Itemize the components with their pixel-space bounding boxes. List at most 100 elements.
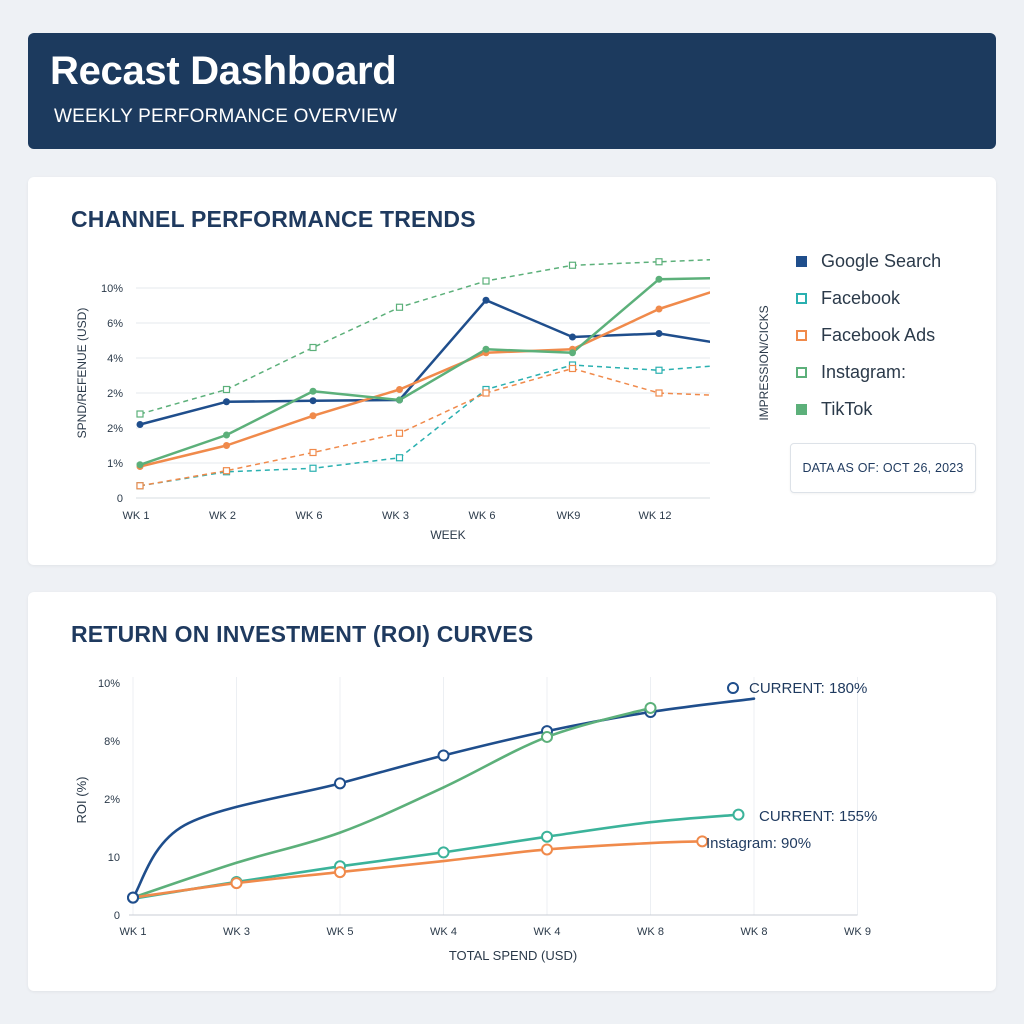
- x-tick-label: WK 6: [469, 510, 496, 522]
- data-point-tiktok-impressions: [482, 277, 490, 285]
- x-tick-label: WK 3: [382, 510, 409, 522]
- roi-point-facebook: [732, 808, 745, 821]
- roi-point-tiktok: [644, 701, 657, 714]
- roi-label-instagram: Instagram: 90%: [706, 835, 811, 852]
- data-point-tiktok: [482, 345, 490, 353]
- data-point-google-search: [655, 330, 663, 337]
- chart-legend: Google Search Facebook Facebook Ads Inst…: [796, 243, 941, 428]
- y2-axis-label: IMPRESSION/CICKS: [757, 305, 771, 420]
- legend-label: TikTok: [821, 399, 873, 419]
- data-point-facebook: [309, 464, 317, 472]
- roi-point-google-search: [334, 777, 346, 790]
- data-point-instagram: [568, 364, 577, 373]
- x-tick-label: WK 3: [223, 926, 250, 938]
- data-point-facebook: [655, 366, 663, 374]
- data-point-facebook-ads: [223, 442, 230, 449]
- data-point-instagram: [482, 389, 490, 397]
- x-tick-label: WK 8: [741, 926, 768, 938]
- data-point-tiktok: [396, 396, 403, 404]
- y-tick-label: 0: [114, 910, 120, 922]
- data-point-facebook: [395, 454, 404, 462]
- roi-curve-tiktok: [131, 706, 652, 899]
- roi-point-instagram: [696, 835, 709, 848]
- data-point-tiktok-impressions: [136, 410, 144, 418]
- data-point-google-search: [223, 398, 230, 406]
- y-tick-label: 2%: [107, 423, 123, 435]
- roi-point-instagram: [334, 866, 346, 879]
- x-axis-label: TOTAL SPEND (USD): [449, 948, 577, 963]
- current-marker-icon: [727, 682, 739, 694]
- roi-point-instagram: [230, 877, 243, 890]
- data-point-tiktok-impressions: [395, 303, 404, 311]
- y-tick-label: 1%: [107, 458, 123, 470]
- y-tick-label: 10: [108, 852, 120, 864]
- legend-label: Facebook Ads: [821, 325, 936, 345]
- y-axis-label: SPND/REFENUE (USD): [75, 308, 89, 439]
- x-tick-label: WK 9: [844, 926, 871, 938]
- data-point-instagram: [655, 389, 663, 397]
- y-tick-label: 0: [117, 493, 123, 505]
- legend-item-facebook[interactable]: Facebook: [796, 280, 941, 317]
- series-line-facebook-ads: [139, 291, 710, 468]
- data-point-tiktok: [223, 431, 230, 439]
- legend-swatch-facebook-ads: [796, 330, 807, 341]
- data-point-facebook-ads: [309, 412, 317, 420]
- x-axis-label: WEEK: [430, 528, 465, 542]
- data-point-google-search: [136, 421, 144, 428]
- roi-point-google-search: [437, 749, 450, 762]
- roi-point-tiktok: [541, 730, 553, 743]
- data-point-google-search: [482, 296, 490, 304]
- roi-label-facebook: CURRENT: 155%: [759, 808, 877, 825]
- roi-point-facebook: [541, 830, 553, 843]
- x-tick-label: WK 2: [209, 510, 236, 522]
- x-tick-label: WK 6: [296, 510, 323, 522]
- data-point-tiktok-impressions: [655, 258, 663, 266]
- roi-curves-title: RETURN ON INVESTMENT (ROI) CURVES: [71, 621, 534, 647]
- data-point-google-search: [569, 333, 576, 341]
- x-tick-label: WK9: [557, 510, 581, 522]
- legend-label: Instagram:: [821, 362, 907, 382]
- data-point-tiktok: [309, 387, 317, 395]
- roi-point-facebook: [437, 846, 450, 859]
- legend-item-tiktok[interactable]: TikTok: [796, 391, 941, 428]
- roi-start-point: [127, 891, 139, 904]
- legend-label: Google Search: [821, 251, 942, 271]
- data-point-facebook-ads: [655, 305, 663, 313]
- dashboard-header: Recast Dashboard WEEKLY PERFORMANCE OVER…: [28, 33, 996, 149]
- legend-swatch-instagram: [796, 367, 807, 378]
- data-point-instagram: [222, 467, 231, 475]
- x-tick-label: WK 1: [123, 510, 150, 522]
- legend-label: Facebook: [821, 288, 901, 308]
- y-tick-label: 2%: [107, 388, 123, 400]
- y-tick-label: 10%: [98, 678, 120, 690]
- data-point-tiktok: [136, 461, 144, 469]
- data-point-instagram: [309, 448, 317, 457]
- y-tick-label: 10%: [101, 283, 123, 295]
- data-point-facebook-ads: [396, 386, 403, 393]
- data-point-instagram: [136, 482, 144, 490]
- dashboard-title: Recast Dashboard: [50, 49, 397, 93]
- y-tick-label: 2%: [104, 794, 120, 806]
- legend-item-facebook-ads[interactable]: Facebook Ads: [796, 317, 941, 354]
- y-tick-label: 8%: [104, 736, 120, 748]
- channel-performance-chart: 0 1% 2% 2% 4% 6% 10% WK 1 WK 2 WK 6 WK 3 WK 6 WK9 WK…: [75, 258, 771, 542]
- legend-swatch-tiktok: [796, 404, 807, 415]
- data-point-tiktok-impressions: [568, 261, 577, 269]
- legend-swatch-google-search: [796, 256, 807, 267]
- y-tick-label: 6%: [107, 318, 123, 330]
- data-point-tiktok-impressions: [222, 385, 231, 394]
- y-tick-label: 4%: [107, 353, 123, 365]
- legend-item-google-search[interactable]: Google Search: [796, 243, 941, 280]
- x-tick-label: WK 12: [638, 510, 671, 522]
- series-line-google-search: [139, 298, 710, 426]
- x-tick-label: WK 4: [534, 926, 561, 938]
- roi-point-instagram: [541, 843, 553, 856]
- channel-performance-title: CHANNEL PERFORMANCE TRENDS: [71, 206, 476, 232]
- data-point-tiktok: [569, 349, 576, 357]
- series-line-tiktok: [139, 276, 710, 466]
- data-point-instagram: [395, 429, 404, 437]
- dashboard-subtitle: WEEKLY PERFORMANCE OVERVIEW: [54, 106, 398, 127]
- x-tick-label: WK 1: [120, 926, 147, 938]
- roi-curves-card: RETURN ON INVESTMENT (ROI) CURVES 0 10 2% 8…: [28, 592, 996, 991]
- legend-item-instagram[interactable]: Instagram:: [796, 354, 941, 391]
